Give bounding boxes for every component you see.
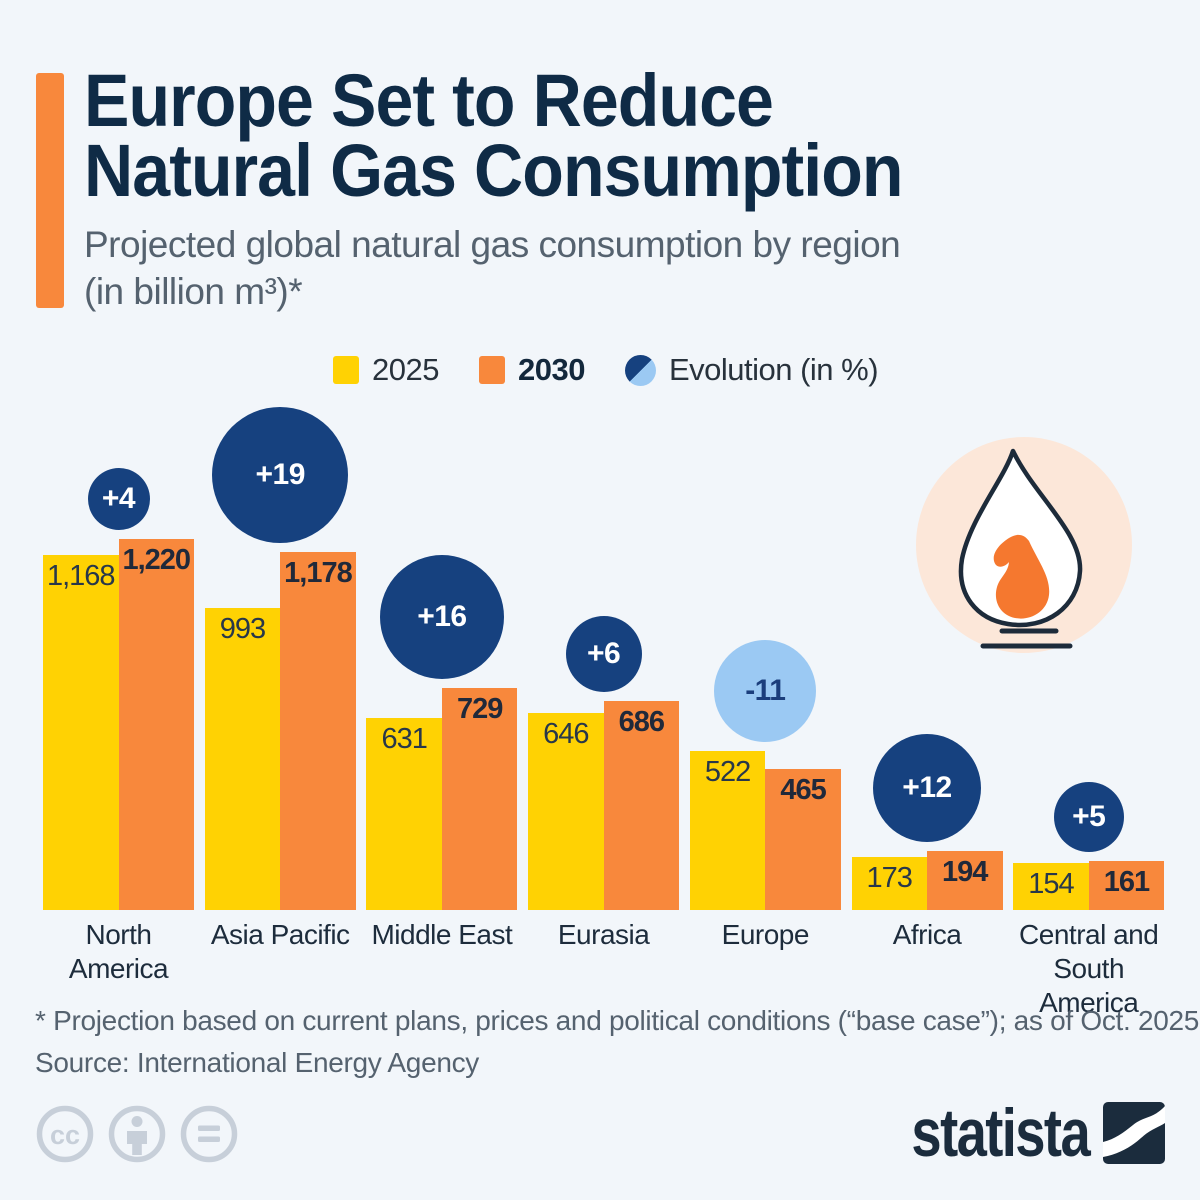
legend-label-2030: 2030 (517, 352, 585, 387)
bar-value-2025: 646 (543, 718, 589, 750)
footnote-source: Source: International Energy Agency (35, 1047, 480, 1078)
footnote-projection: * Projection based on current plans, pri… (35, 1005, 1200, 1036)
bar-value-2025: 154 (1028, 868, 1074, 900)
legend-item-evolution: Evolution (in %) (624, 352, 879, 388)
statista-logo-text: statista (911, 1095, 1090, 1171)
page-title: Europe Set to Reduce Natural Gas Consump… (84, 59, 904, 212)
bar-value-2025: 993 (219, 613, 266, 645)
bar-2025: 631 (366, 718, 442, 910)
attribution-icon (108, 1105, 166, 1163)
cc-license-icons: cc (36, 1104, 276, 1169)
legend-swatch-2030 (478, 356, 505, 384)
bar-value-2030: 1,178 (284, 557, 353, 589)
bar-2030: 729 (441, 688, 518, 910)
evolution-badge: -11 (714, 640, 817, 742)
evolution-legend-icon (624, 354, 656, 386)
statista-logo: statista (867, 1095, 1165, 1171)
bar-2030: 1,220 (118, 539, 194, 910)
bar-value-2030: 161 (1103, 866, 1150, 898)
region-label: Asia Pacific (210, 919, 350, 950)
bar-2030: 686 (603, 701, 680, 910)
bar-2025: 646 (528, 713, 604, 910)
legend-item-2025: 2025 (333, 352, 439, 388)
region-label: Central and South America (1019, 919, 1159, 1018)
bar-2030: 161 (1088, 861, 1165, 910)
region-label: Eurasia (557, 919, 650, 950)
cc-icon: cc (36, 1105, 94, 1163)
evolution-badge: +16 (379, 555, 504, 679)
chart-subtitle: Projected global natural gas consumption… (84, 221, 901, 315)
region-label: North America (68, 919, 169, 984)
subtitle-line-1: Projected global natural gas consumption… (84, 224, 901, 265)
gas-flame-icon (914, 435, 1134, 655)
evolution-badge: +12 (873, 734, 981, 842)
title-line-2: Natural Gas Consumption (84, 129, 904, 212)
bar-2030: 465 (765, 769, 841, 910)
bar-value-2030: 465 (780, 774, 826, 806)
bar-2025: 1,168 (43, 555, 119, 910)
region-label: Europe (721, 919, 810, 950)
bar-2030: 1,178 (280, 552, 356, 910)
title-accent-bar (36, 73, 64, 308)
bar-2025: 173 (851, 857, 927, 910)
legend-label-evolution: Evolution (in %) (668, 352, 879, 387)
bar-value-2030: 686 (618, 706, 665, 738)
subtitle-line-2: (in billion m³)* (84, 271, 303, 312)
evolution-badge: +19 (212, 407, 349, 543)
footnote: * Projection based on current plans, pri… (35, 1000, 1199, 1084)
bar-2025: 522 (689, 751, 766, 910)
bar-2025: 993 (204, 608, 281, 910)
bar-value-2030: 1,220 (122, 544, 191, 576)
title-line-1: Europe Set to Reduce (84, 59, 774, 142)
bar-value-2025: 173 (866, 862, 913, 894)
svg-text:cc: cc (50, 1120, 80, 1150)
legend-swatch-2025 (333, 356, 359, 384)
evolution-badge: +5 (1053, 782, 1124, 852)
region-label: Africa (892, 919, 962, 950)
bar-value-2030: 194 (942, 856, 988, 888)
legend-item-2030: 2030 (478, 352, 585, 388)
statista-logo-mark (1103, 1102, 1165, 1164)
bar-value-2025: 522 (704, 756, 751, 788)
region-label: Middle East (371, 919, 513, 950)
evolution-badge: +6 (565, 616, 642, 692)
bar-value-2025: 631 (381, 723, 427, 755)
bar-value-2025: 1,168 (46, 560, 116, 592)
bar-2025: 154 (1013, 863, 1089, 910)
chart-legend: 2025 2030 Evolution (in %) (333, 352, 879, 388)
legend-label-2025: 2025 (372, 352, 439, 387)
no-derivatives-icon (180, 1105, 238, 1163)
bar-2030: 194 (927, 851, 1003, 910)
bar-value-2030: 729 (456, 693, 503, 725)
evolution-badge: +4 (87, 468, 150, 530)
